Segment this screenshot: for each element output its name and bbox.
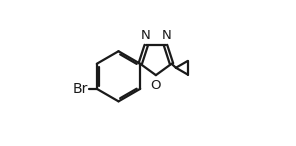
Text: O: O bbox=[151, 79, 161, 92]
Text: N: N bbox=[141, 29, 150, 42]
Text: Br: Br bbox=[73, 82, 88, 96]
Text: N: N bbox=[161, 29, 171, 42]
